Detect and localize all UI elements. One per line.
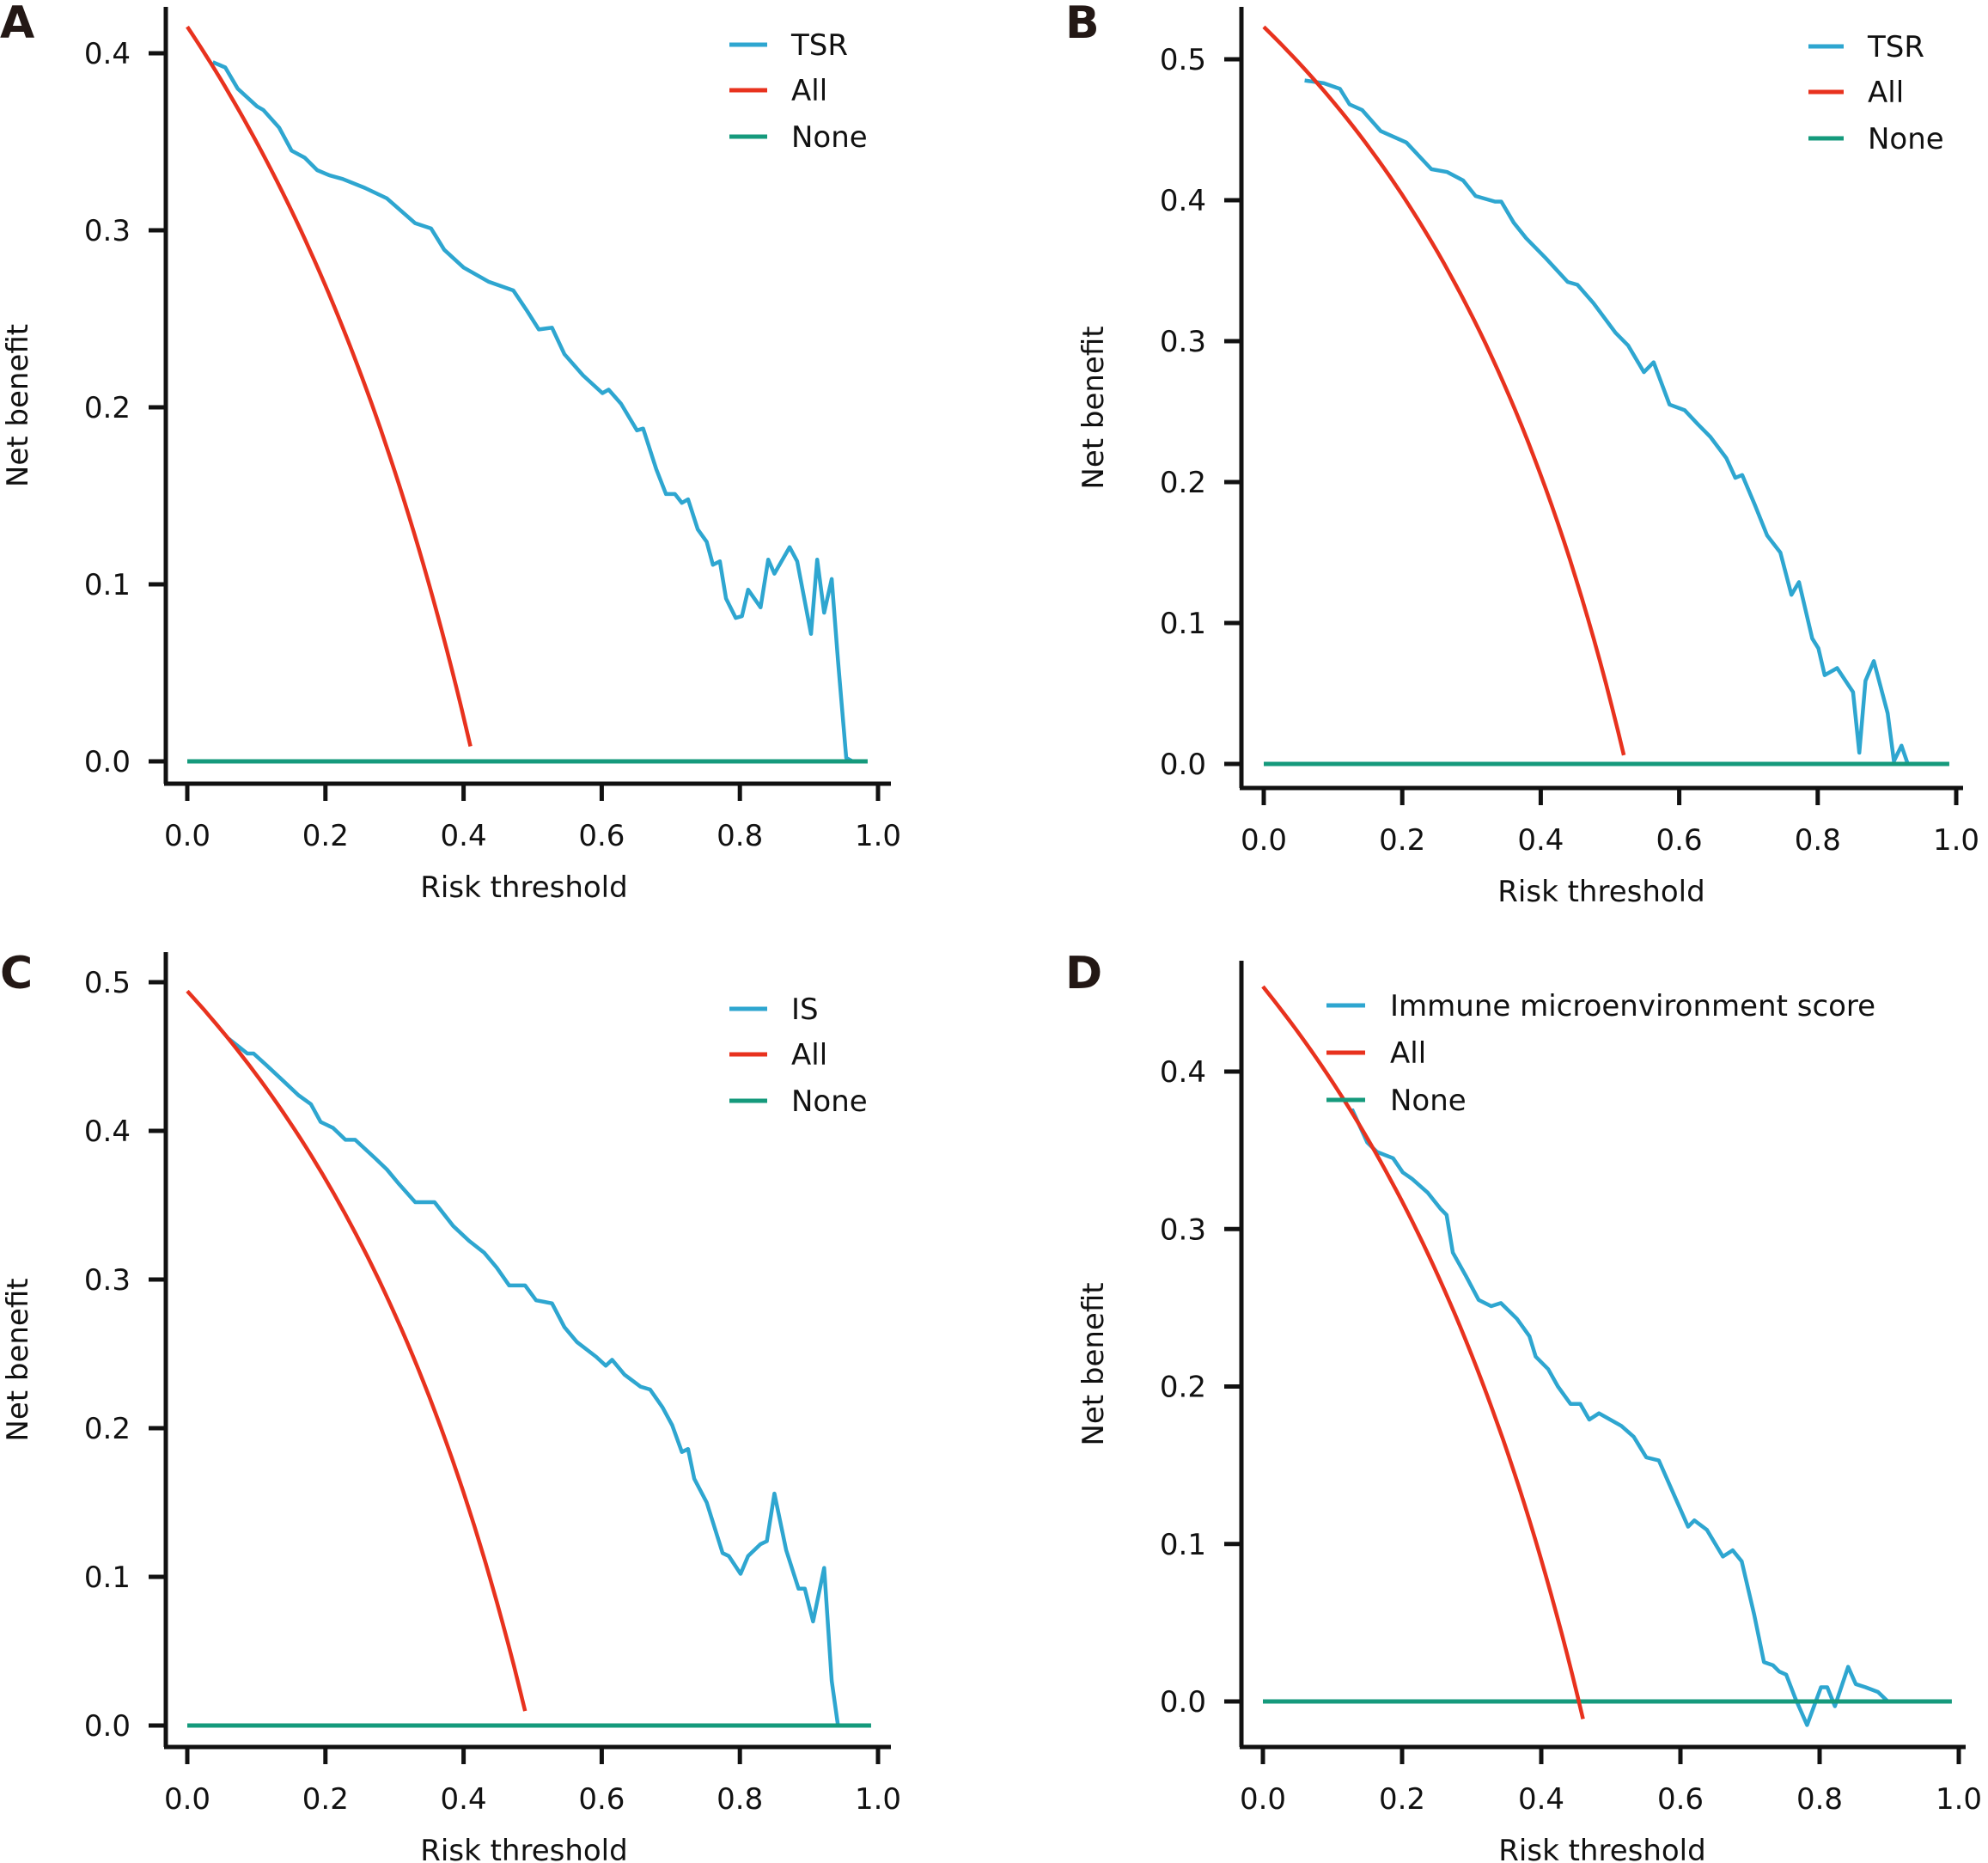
legend-background [1318,980,1851,1109]
y-tick-label: 0.2 [84,391,131,425]
y-tick-label: 0.1 [84,1561,131,1595]
x-tick-label: 1.0 [855,819,901,853]
legend-item-tsr: TSR [729,28,848,63]
panel-a: A 0.0 0.2 0.4 0.6 0.8 1.0 0.0 0.1 0.2 0.3 0.4 Risk … [0,0,901,905]
x-tick-label: 0.8 [717,819,763,853]
x-tick-label: 0.8 [1796,1782,1843,1817]
legend-label: Immune microenvironment score [1390,989,1875,1023]
y-tick-label: 0.1 [84,568,131,602]
y-tick-label: 0.0 [84,745,131,779]
panel-c: C 0.0 0.2 0.4 0.6 0.8 1.0 0.0 0.1 0.2 0.3 0.4 0.5 Ri… [0,948,901,1863]
x-tick-label: 0.2 [302,1782,349,1817]
legend-item-is: IS [729,993,819,1027]
y-axis-title: Net benefit [1,324,35,487]
x-tick-label: 1.0 [855,1782,901,1817]
x-tick-label: 0.6 [1656,823,1703,858]
y-tick-label: 0.0 [1160,1685,1206,1719]
x-tick-label: 0.4 [441,1782,487,1817]
y-tick-label: 0.0 [84,1709,131,1744]
x-tick-label: 0.2 [1379,1782,1425,1817]
legend-item-all: All [729,74,827,108]
legend-item-all: All [729,1038,827,1072]
legend-label: None [791,120,868,155]
legend-item-none: None [729,1084,868,1119]
x-tick-label: 0.2 [1379,823,1425,858]
legend-item-none: None [729,120,868,155]
legend-label: None [1390,1084,1467,1118]
x-tick-label: 1.0 [1933,823,1979,858]
panel-label-c: C [0,948,33,999]
legend-label: All [791,74,827,108]
x-tick-label: 0.0 [164,1782,210,1817]
panel-label-d: D [1065,948,1102,999]
y-tick-label: 0.1 [1160,1528,1206,1562]
x-tick-label: 0.6 [1657,1782,1704,1817]
y-axis-title: Net benefit [1076,1282,1111,1445]
x-axis-title: Risk threshold [1498,1834,1705,1863]
panel-label-a: A [0,0,34,49]
y-tick-label: 0.4 [1160,1055,1206,1090]
legend-label: None [1868,122,1944,156]
x-tick-label: 0.2 [302,819,349,853]
y-tick-label: 0.1 [1160,607,1206,641]
series-line-all [1262,25,1626,756]
series-line-all [186,989,527,1712]
y-tick-label: 0.0 [1160,748,1206,782]
legend-item-all: All [1326,1036,1426,1071]
y-tick-label: 0.4 [84,1115,131,1149]
legend-label: TSR [790,28,848,63]
x-tick-label: 0.0 [1241,823,1287,858]
x-tick-label: 0.6 [578,1782,625,1817]
x-tick-label: 0.8 [717,1782,763,1817]
panel-d: D 0.0 0.2 0.4 0.6 0.8 1.0 0.0 0.1 0.2 0.3 0.4 Risk … [1065,948,1982,1863]
y-tick-label: 0.3 [1160,1212,1206,1247]
series-line-is [227,1036,840,1726]
y-tick-label: 0.2 [1160,1371,1206,1405]
x-axis-title: Risk threshold [420,1834,627,1863]
legend-label: None [791,1084,868,1119]
legend-item-tsr: TSR [1808,30,1924,64]
legend-label: All [791,1038,827,1072]
x-tick-label: 0.6 [578,819,625,853]
legend-item-none: None [1326,1084,1467,1118]
y-tick-label: 0.5 [84,966,131,1000]
y-tick-label: 0.2 [84,1412,131,1446]
panel-b: B 0.0 0.2 0.4 0.6 0.8 1.0 0.0 0.1 0.2 0.3 0.4 0.5 Ri… [1065,0,1979,909]
x-tick-label: 0.8 [1795,823,1841,858]
x-tick-label: 0.4 [1518,1782,1564,1817]
y-tick-label: 0.4 [1160,184,1206,218]
y-axis-title: Net benefit [1076,326,1111,489]
series-line-tsr [1304,78,1910,765]
y-tick-label: 0.3 [84,214,131,248]
y-axis-title: Net benefit [1,1278,35,1441]
legend-item-none: None [1808,122,1944,156]
legend-item-immune-microenvironment-score: Immune microenvironment score [1326,989,1875,1023]
y-tick-label: 0.4 [84,37,131,71]
legend-label: IS [791,993,819,1027]
legend-label: TSR [1867,30,1924,64]
panel-label-b: B [1065,0,1100,49]
legend-label: All [1868,76,1904,110]
x-tick-label: 1.0 [1936,1782,1982,1817]
series-line-all [186,25,473,748]
y-tick-label: 0.3 [1160,325,1206,359]
legend-label: All [1390,1036,1426,1071]
y-tick-label: 0.5 [1160,43,1206,77]
x-axis-title: Risk threshold [420,870,627,905]
y-tick-label: 0.2 [1160,466,1206,500]
legend-item-all: All [1808,76,1904,110]
x-tick-label: 0.0 [1240,1782,1286,1817]
x-tick-label: 0.4 [441,819,487,853]
series-line-tsr [211,60,854,763]
x-axis-title: Risk threshold [1497,875,1704,909]
x-tick-label: 0.4 [1517,823,1564,858]
x-tick-label: 0.0 [164,819,210,853]
series-line-all [1261,985,1585,1719]
y-tick-label: 0.3 [84,1263,131,1298]
series-line-immune-microenvironment-score [1331,1073,1889,1727]
